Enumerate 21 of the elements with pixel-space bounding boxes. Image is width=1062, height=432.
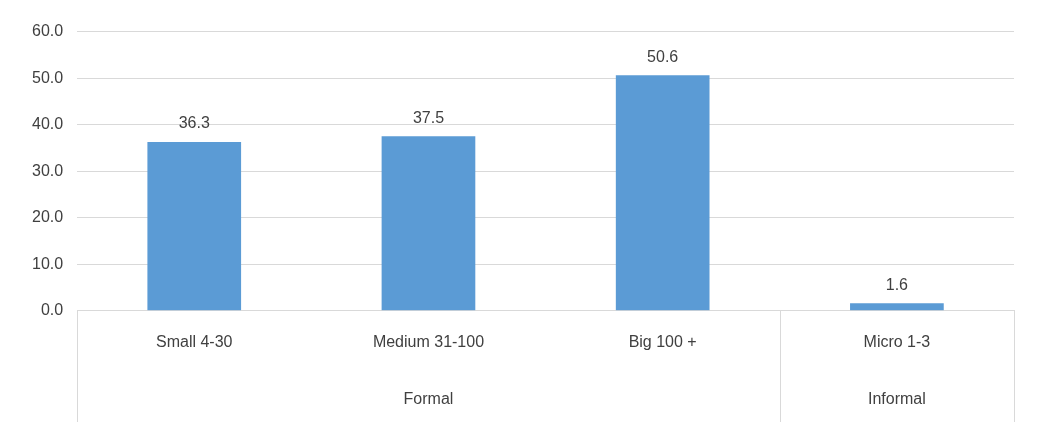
bar: [381, 136, 476, 311]
text: Informal: [867, 390, 926, 408]
bar: [147, 141, 242, 311]
data-label: 37.5: [412, 108, 445, 126]
data-label: 50.6: [647, 47, 679, 65]
x-tick-label: Micro 1-3: [863, 332, 931, 350]
x-tick-label: Medium 31-100: [372, 332, 485, 350]
text: Formal: [403, 390, 454, 408]
y-tick-label: 60.0: [32, 22, 64, 40]
y-tick-label: 50.0: [32, 68, 64, 86]
y-tick-label: 0.0: [40, 301, 64, 319]
y-tick-label: 20.0: [32, 208, 64, 226]
data-label: 1.6: [885, 275, 909, 293]
bar: [850, 303, 944, 311]
y-tick-label: 40.0: [32, 115, 64, 133]
y-tick-label: 30.0: [32, 161, 64, 179]
bar: [615, 75, 710, 311]
x-tick-label: Big 100 +: [628, 332, 697, 350]
y-tick-label: 10.0: [32, 254, 64, 272]
data-label: 36.3: [178, 114, 210, 132]
x-tick-label: Small 4-30: [156, 332, 233, 350]
